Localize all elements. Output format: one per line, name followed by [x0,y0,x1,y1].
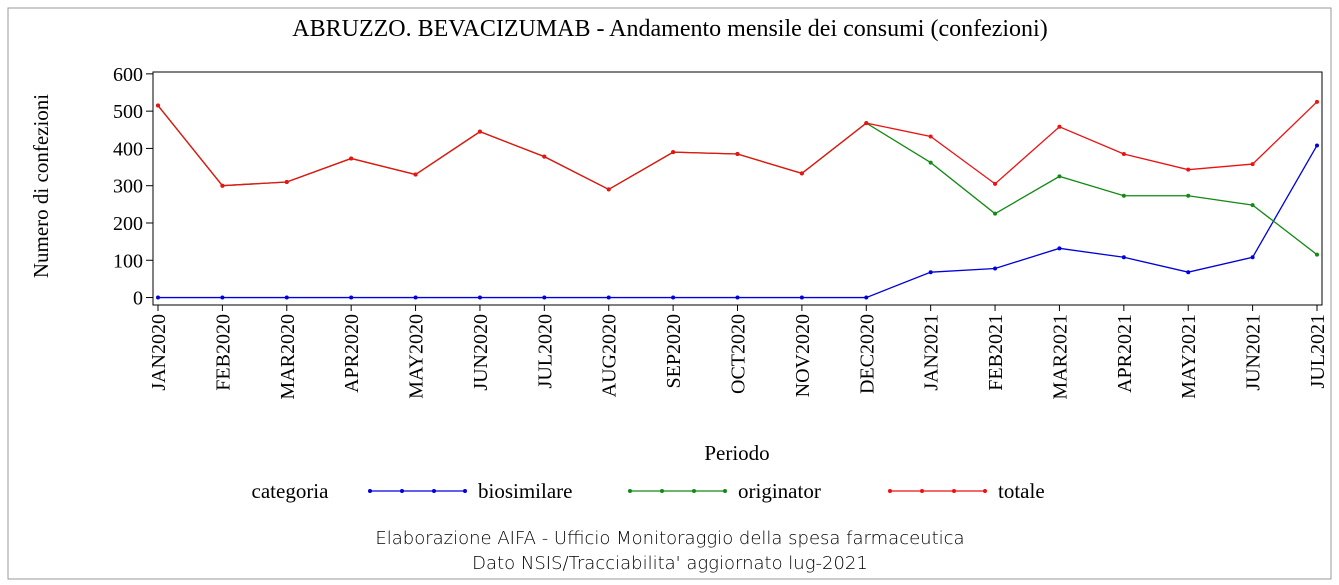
data-point [1315,252,1319,257]
data-point [477,295,482,300]
legend-label: biosimilare [478,479,572,503]
data-point [1250,162,1255,167]
legend-label: totale [998,479,1045,503]
x-tick-label: AUG2020 [599,314,621,397]
x-tick-label: MAY2021 [1178,314,1200,399]
x-tick-label: APR2021 [1114,314,1136,393]
legend-marker [368,489,372,493]
legend-marker [952,489,956,493]
legend-marker [660,489,664,493]
data-point [1250,255,1255,260]
legend-label: originator [738,479,821,503]
data-point [1186,270,1191,275]
y-axis-label: Numero di confezioni [29,94,53,278]
y-tick-label: 300 [113,176,143,198]
data-point [413,172,418,177]
data-point [1121,193,1126,198]
plot-area [152,71,1323,306]
y-tick-label: 0 [133,288,143,310]
data-point [542,154,547,159]
data-point [671,150,676,155]
x-tick-label: SEP2020 [663,314,685,388]
x-tick-label: MAY2020 [406,314,428,399]
data-point [799,295,804,300]
data-point [606,187,611,192]
data-point [542,295,547,300]
series-line [158,145,1318,299]
x-tick-label: APR2020 [341,314,363,393]
data-point [1186,193,1191,198]
data-point [993,266,998,271]
footer-line: Elaborazione AIFA - Ufficio Monitoraggio… [375,528,964,549]
data-point [928,270,933,275]
x-tick-label: JAN2021 [921,314,943,391]
data-point [1057,174,1062,179]
data-point [928,160,933,165]
data-point [1250,203,1255,208]
data-point [799,171,804,176]
data-point [284,295,289,300]
data-point [993,211,998,216]
y-tick-label: 500 [113,101,143,123]
x-tick-label: MAR2021 [1049,314,1071,400]
x-axis-label: Periodo [704,441,769,465]
data-point [413,295,418,300]
x-tick-label: FEB2020 [212,314,234,391]
legend-marker [432,489,436,493]
data-point [1315,99,1319,104]
legend-title: categoria [252,479,330,503]
data-point [156,295,160,300]
data-point [928,134,933,139]
data-point [671,295,676,300]
x-tick-label: JUL2020 [534,314,556,388]
data-point [1057,246,1062,251]
legend-marker [983,489,987,493]
legend-marker [723,489,727,493]
x-tick-label: OCT2020 [728,314,750,394]
y-tick-label: 400 [113,138,143,160]
data-point [220,295,225,300]
data-point [349,156,354,161]
data-point [284,179,289,184]
legend-marker [463,489,467,493]
legend-marker [692,489,696,493]
footer-line: Dato NSIS/Tracciabilita' aggiornato lug-… [472,553,868,574]
frame [7,7,1332,580]
x-tick-label: JUL2021 [1307,314,1329,388]
data-point [1057,124,1062,129]
y-tick-label: 200 [113,213,143,235]
x-tick-label: JUN2021 [1243,314,1265,391]
x-tick-label: FEB2021 [985,314,1007,391]
x-tick-label: JAN2020 [148,314,170,391]
chart-title: ABRUZZO. BEVACIZUMAB - Andamento mensile… [292,16,1047,42]
data-point [1315,143,1319,148]
data-point [993,181,998,186]
data-point [156,103,160,108]
series-line [157,105,1318,256]
data-point [606,295,611,300]
x-tick-label: DEC2020 [856,314,878,394]
legend-marker [920,489,924,493]
data-point [477,129,482,134]
data-point [220,183,225,188]
legend-marker [628,489,632,493]
series-line [157,101,1318,191]
data-point [735,295,740,300]
data-point [1121,255,1126,260]
data-point [349,295,354,300]
y-tick-label: 100 [113,250,143,272]
legend-marker [400,489,404,493]
legend-marker [888,489,892,493]
data-point [864,121,869,126]
y-tick-label: 600 [113,64,143,86]
x-tick-label: JUN2020 [470,314,492,391]
x-tick-label: NOV2020 [792,314,814,397]
x-tick-label: MAR2020 [277,314,299,400]
data-point [1186,167,1191,172]
data-point [1121,152,1126,157]
data-point [735,152,740,157]
data-point [864,295,869,300]
